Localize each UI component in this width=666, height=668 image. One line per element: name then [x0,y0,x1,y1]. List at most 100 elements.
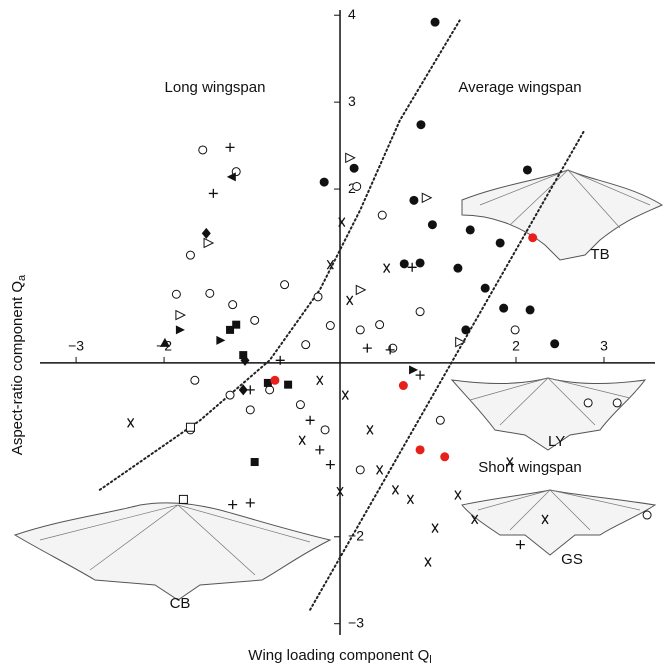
y-tick-label: −2 [348,527,364,543]
point [205,288,215,298]
point [415,258,425,268]
annotation: Long wingspan [165,79,266,96]
point [440,452,450,462]
point [366,424,374,435]
point [280,280,290,290]
point [349,163,359,173]
point [375,320,385,330]
point [461,325,471,335]
point [355,284,367,296]
annotation: LY [548,433,565,450]
annotation: Average wingspan [458,79,581,96]
point [391,484,399,495]
point [201,227,211,239]
point [275,355,285,365]
y-tick-label: 4 [348,6,356,22]
point [385,345,395,355]
bat-ly [450,377,647,451]
point [185,422,195,432]
point [541,514,549,525]
y-axis-label-sub: a [16,274,28,281]
point [265,385,275,395]
point [377,210,387,220]
point [203,237,215,249]
point [225,142,235,152]
point [355,325,365,335]
point [325,460,335,470]
point [421,192,433,204]
point [315,445,325,455]
point [245,498,255,508]
point [495,238,505,248]
point [326,259,334,270]
point [185,250,195,260]
point [298,435,306,446]
point [226,325,235,334]
x-axis-label-main: Wing loading component Q [248,647,429,664]
y-axis-label: Aspect-ratio component Qa [9,274,28,455]
y-tick-label: 3 [348,93,356,109]
point [427,220,437,230]
point [415,445,425,455]
point [239,351,248,360]
point [424,557,432,567]
y-axis-label-main: Aspect-ratio component Q [9,281,26,455]
point [454,490,462,500]
point [232,320,241,329]
point [228,500,238,510]
point [250,315,260,325]
x-tick-label: −3 [68,338,84,354]
point [583,398,593,408]
point [216,335,226,345]
point [238,384,248,396]
point [338,217,346,227]
point [270,375,280,385]
point [612,398,622,408]
point [415,307,425,317]
point [295,400,305,410]
x-tick-label: 2 [512,338,520,354]
annotation: TB [590,246,609,263]
point [159,337,170,347]
point [228,300,238,310]
point [175,325,185,335]
point [171,289,181,299]
point [198,145,208,155]
point [208,188,218,198]
point [355,465,365,475]
point [455,336,466,348]
point [409,195,419,205]
bat-tb [461,169,664,261]
point [263,378,272,387]
y-tick-label: 2 [348,180,356,196]
point [471,514,479,525]
point [522,165,532,175]
point [550,339,560,349]
point [245,405,255,415]
x-tick-label: 3 [600,338,608,354]
point [240,354,250,366]
point [515,540,525,550]
point [127,418,135,428]
guide-line [98,19,461,491]
point [435,415,445,425]
point [226,172,236,182]
point [409,365,419,375]
annotation: GS [561,551,583,568]
point [325,321,335,331]
point [453,263,463,273]
point [341,390,349,400]
point [305,415,315,425]
point [406,494,414,505]
point [190,375,200,385]
annotation: CB [170,595,191,612]
point [284,380,293,389]
point [399,259,409,269]
point [506,457,514,467]
y-tick-label: −3 [348,614,364,630]
point [480,283,490,293]
point [431,523,439,533]
bat-gs [461,489,657,556]
point [398,381,408,391]
point [510,325,520,335]
